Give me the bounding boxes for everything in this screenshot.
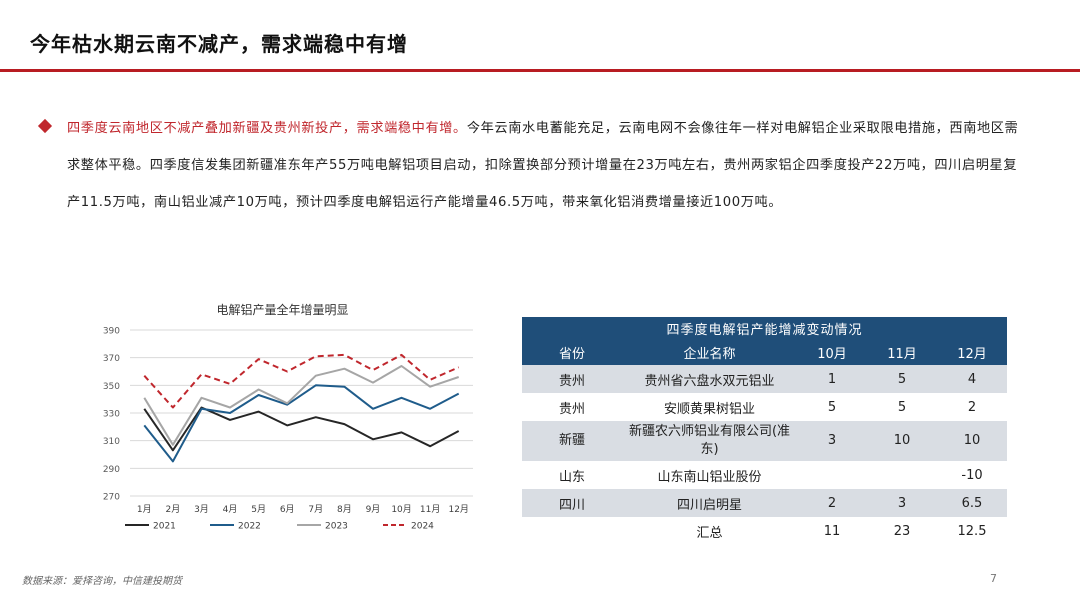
cell-company: 新疆农六师铝业有限公司(准东) <box>622 421 797 461</box>
table-row: 四川 四川启明星 2 3 6.5 <box>522 489 1007 517</box>
x-tick-label: 7月 <box>308 504 323 515</box>
cell-oct <box>797 461 867 489</box>
page-title: 今年枯水期云南不减产，需求端稳中有增 <box>30 32 408 56</box>
cell-nov <box>867 461 937 489</box>
legend-label: 2024 <box>411 522 434 532</box>
x-tick-label: 5月 <box>251 504 266 515</box>
x-tick-label: 8月 <box>337 504 352 515</box>
table-total-row: 汇总 11 23 12.5 <box>522 517 1007 545</box>
header-province: 省份 <box>522 339 622 365</box>
bullet-text: 四季度云南地区不减产叠加新疆及贵州新投产，需求端稳中有增。今年云南水电蓄能充足，… <box>67 110 1030 221</box>
bullet-body: 今年云南水电蓄能充足，云南电网不会像往年一样对电解铝企业采取限电措施，西南地区需… <box>67 121 1019 210</box>
line-chart: 270 290 310 330 350 370 390 1月 2月 3月 4月 5月 6月 7月 8月 9月 1… <box>85 295 480 540</box>
x-tick-label: 2月 <box>166 504 181 515</box>
table-row: 山东 山东南山铝业股份 -10 <box>522 461 1007 489</box>
cell-nov: 5 <box>867 365 937 393</box>
cell-province: 四川 <box>522 489 622 517</box>
x-tick-label: 9月 <box>366 504 381 515</box>
cell-province: 山东 <box>522 461 622 489</box>
cell-dec: -10 <box>937 461 1007 489</box>
y-tick-label: 270 <box>103 493 120 503</box>
series-line-2022 <box>143 384 460 463</box>
cell-company: 安顺黄果树铝业 <box>622 393 797 421</box>
cell-dec: 2 <box>937 393 1007 421</box>
x-tick-label: 6月 <box>280 504 295 515</box>
y-tick-label: 370 <box>103 354 120 364</box>
header-nov: 11月 <box>867 339 937 365</box>
cell-company: 四川启明星 <box>622 489 797 517</box>
cell-nov: 10 <box>867 421 937 461</box>
cell-oct: 2 <box>797 489 867 517</box>
cell-province <box>522 517 622 545</box>
capacity-table: 四季度电解铝产能增减变动情况 省份 企业名称 10月 11月 12月 贵州 贵州… <box>522 317 1007 545</box>
header-dec: 12月 <box>937 339 1007 365</box>
cell-company: 山东南山铝业股份 <box>622 461 797 489</box>
cell-dec: 4 <box>937 365 1007 393</box>
y-tick-label: 330 <box>103 410 120 420</box>
cell-province: 贵州 <box>522 365 622 393</box>
table-row: 贵州 安顺黄果树铝业 5 5 2 <box>522 393 1007 421</box>
y-tick-label: 310 <box>103 437 120 447</box>
y-tick-label: 290 <box>103 465 120 475</box>
cell-company: 贵州省六盘水双元铝业 <box>622 365 797 393</box>
cell-dec: 6.5 <box>937 489 1007 517</box>
header-oct: 10月 <box>797 339 867 365</box>
x-tick-label: 4月 <box>223 504 238 515</box>
cell-nov: 5 <box>867 393 937 421</box>
x-tick-label: 10月 <box>391 504 411 515</box>
cell-oct: 1 <box>797 365 867 393</box>
x-tick-label: 11月 <box>420 504 440 515</box>
cell-oct: 3 <box>797 421 867 461</box>
cell-oct: 11 <box>797 517 867 545</box>
source-note: 数据来源：爱择咨询，中信建投期货 <box>22 576 182 587</box>
bullet-paragraph: 四季度云南地区不减产叠加新疆及贵州新投产，需求端稳中有增。今年云南水电蓄能充足，… <box>37 110 1030 221</box>
table-header-row: 省份 企业名称 10月 11月 12月 <box>522 339 1007 365</box>
cell-province: 新疆 <box>522 421 622 461</box>
x-tick-label: 1月 <box>137 504 152 515</box>
table-title: 四季度电解铝产能增减变动情况 <box>522 317 1007 339</box>
series-line-2024 <box>143 353 460 409</box>
x-tick-label: 3月 <box>194 504 209 515</box>
header-company: 企业名称 <box>622 339 797 365</box>
cell-nov: 23 <box>867 517 937 545</box>
x-tick-label: 12月 <box>448 504 468 515</box>
series-line-2021 <box>143 406 460 452</box>
y-tick-label: 390 <box>103 327 120 337</box>
cell-nov: 3 <box>867 489 937 517</box>
title-divider <box>0 69 1080 72</box>
diamond-bullet-icon <box>37 118 53 134</box>
cell-oct: 5 <box>797 393 867 421</box>
cell-dec: 12.5 <box>937 517 1007 545</box>
page-number: 7 <box>990 572 997 585</box>
table-title-row: 四季度电解铝产能增减变动情况 <box>522 317 1007 339</box>
legend-label: 2022 <box>238 522 261 532</box>
bullet-highlight: 四季度云南地区不减产叠加新疆及贵州新投产，需求端稳中有增。 <box>67 121 467 136</box>
chart-title: 电解铝产量全年增量明显 <box>216 303 349 317</box>
table-row: 贵州 贵州省六盘水双元铝业 1 5 4 <box>522 365 1007 393</box>
legend-label: 2023 <box>325 522 348 532</box>
table-row: 新疆 新疆农六师铝业有限公司(准东) 3 10 10 <box>522 421 1007 461</box>
chart-svg: 270 290 310 330 350 370 390 1月 2月 3月 4月 5月 6月 7月 8月 9月 1… <box>103 327 473 532</box>
cell-dec: 10 <box>937 421 1007 461</box>
cell-province: 贵州 <box>522 393 622 421</box>
cell-company: 汇总 <box>622 517 797 545</box>
legend-label: 2021 <box>153 522 176 532</box>
y-tick-label: 350 <box>103 382 120 392</box>
series-line-2023 <box>143 365 460 446</box>
